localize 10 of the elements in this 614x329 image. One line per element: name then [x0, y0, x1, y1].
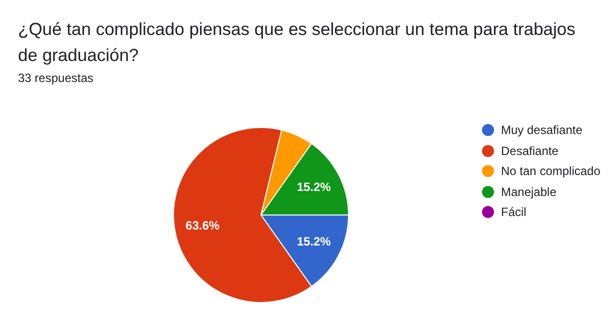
text: 33 respuestas [18, 71, 94, 85]
data-label: 15.2% [296, 234, 332, 249]
legend-label: Muy desafiante [501, 123, 582, 138]
chart-title: ¿Qué tan complicado piensas que es seleccionar un tema para trabajos de graduación? [18, 18, 576, 67]
legend-label: Manejable [501, 184, 556, 199]
data-label: 15.2% [296, 180, 332, 194]
legend-label: Fácil [501, 205, 526, 220]
legend-label: Desafiante [501, 144, 558, 158]
legend-label: No tan complicado [501, 164, 600, 178]
data-label: 63.6% [186, 218, 220, 232]
